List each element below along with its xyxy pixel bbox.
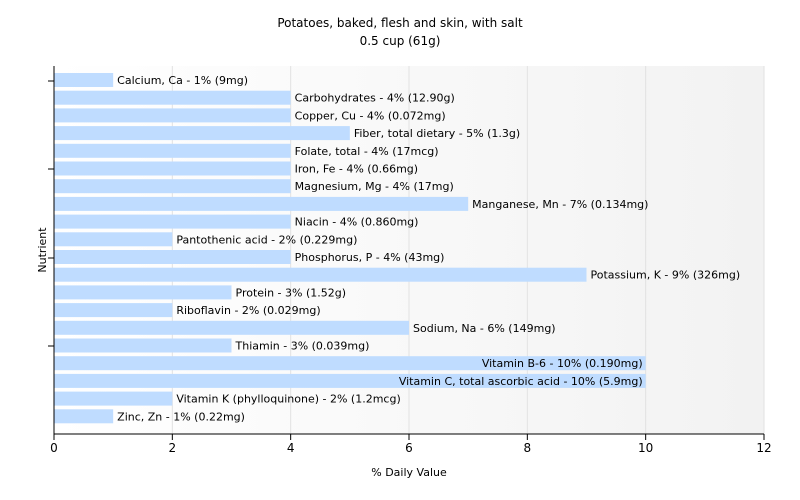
bar-label: Magnesium, Mg - 4% (17mg)	[295, 180, 454, 193]
bar	[54, 338, 232, 353]
x-axis-label: % Daily Value	[371, 466, 447, 479]
bar-label: Carbohydrates - 4% (12.90g)	[295, 92, 455, 105]
x-tick-label: 6	[405, 441, 413, 455]
bar	[54, 161, 291, 176]
bar-label: Manganese, Mn - 7% (0.134mg)	[472, 198, 648, 211]
bar-label: Thiamin - 3% (0.039mg)	[235, 340, 370, 353]
bar	[54, 250, 291, 264]
bar	[54, 320, 409, 335]
chart-subtitle: 0.5 cup (61g)	[360, 34, 441, 48]
x-tick-label: 10	[638, 441, 653, 455]
bar	[54, 108, 291, 123]
bar	[54, 73, 114, 87]
bar-label: Calcium, Ca - 1% (9mg)	[117, 74, 248, 87]
bar	[54, 409, 114, 424]
bar-label: Vitamin B-6 - 10% (0.190mg)	[482, 357, 643, 370]
bar-label: Riboflavin - 2% (0.029mg)	[176, 304, 320, 317]
x-tick-label: 4	[287, 441, 295, 455]
bar-label: Zinc, Zn - 1% (0.22mg)	[117, 410, 245, 423]
bar	[54, 303, 173, 318]
x-tick-label: 0	[50, 441, 58, 455]
y-axis-label: Nutrient	[36, 227, 49, 273]
bar-label: Vitamin C, total ascorbic acid - 10% (5.…	[399, 375, 643, 388]
bar	[54, 285, 232, 300]
x-axis-ticks: 0 2 4 6 8 10 12	[50, 434, 772, 455]
bar-label: Sodium, Na - 6% (149mg)	[413, 322, 556, 335]
bar	[54, 267, 587, 282]
bar-label: Copper, Cu - 4% (0.072mg)	[295, 109, 446, 122]
bar-label: Protein - 3% (1.52g)	[236, 286, 347, 299]
bar	[54, 356, 646, 371]
bar	[54, 90, 291, 105]
bar-label: Fiber, total dietary - 5% (1.3g)	[354, 127, 520, 140]
bar-label: Iron, Fe - 4% (0.66mg)	[295, 163, 418, 176]
bar-labels: Calcium, Ca - 1% (9mg) Carbohydrates - 4%…	[117, 74, 740, 423]
bar-label: Folate, total - 4% (17mcg)	[295, 145, 439, 158]
bar-label: Vitamin K (phylloquinone) - 2% (1.2mcg)	[176, 393, 400, 406]
bar	[54, 126, 350, 141]
bar	[54, 373, 646, 388]
bar-label: Niacin - 4% (0.860mg)	[295, 216, 419, 229]
bars	[54, 73, 646, 424]
chart-title: Potatoes, baked, flesh and skin, with sa…	[277, 16, 523, 30]
bar	[54, 391, 173, 406]
bar	[54, 196, 469, 211]
bar	[54, 179, 291, 194]
x-tick-label: 2	[169, 441, 177, 455]
bar-label: Potassium, K - 9% (326mg)	[591, 269, 741, 282]
bar	[54, 232, 173, 247]
bar	[54, 214, 291, 229]
bar-label: Pantothenic acid - 2% (0.229mg)	[176, 233, 357, 246]
x-tick-label: 8	[524, 441, 532, 455]
bar-label: Phosphorus, P - 4% (43mg)	[295, 251, 445, 264]
y-axis-ticks	[48, 80, 54, 347]
x-tick-label: 12	[756, 441, 771, 455]
bar	[54, 143, 291, 158]
